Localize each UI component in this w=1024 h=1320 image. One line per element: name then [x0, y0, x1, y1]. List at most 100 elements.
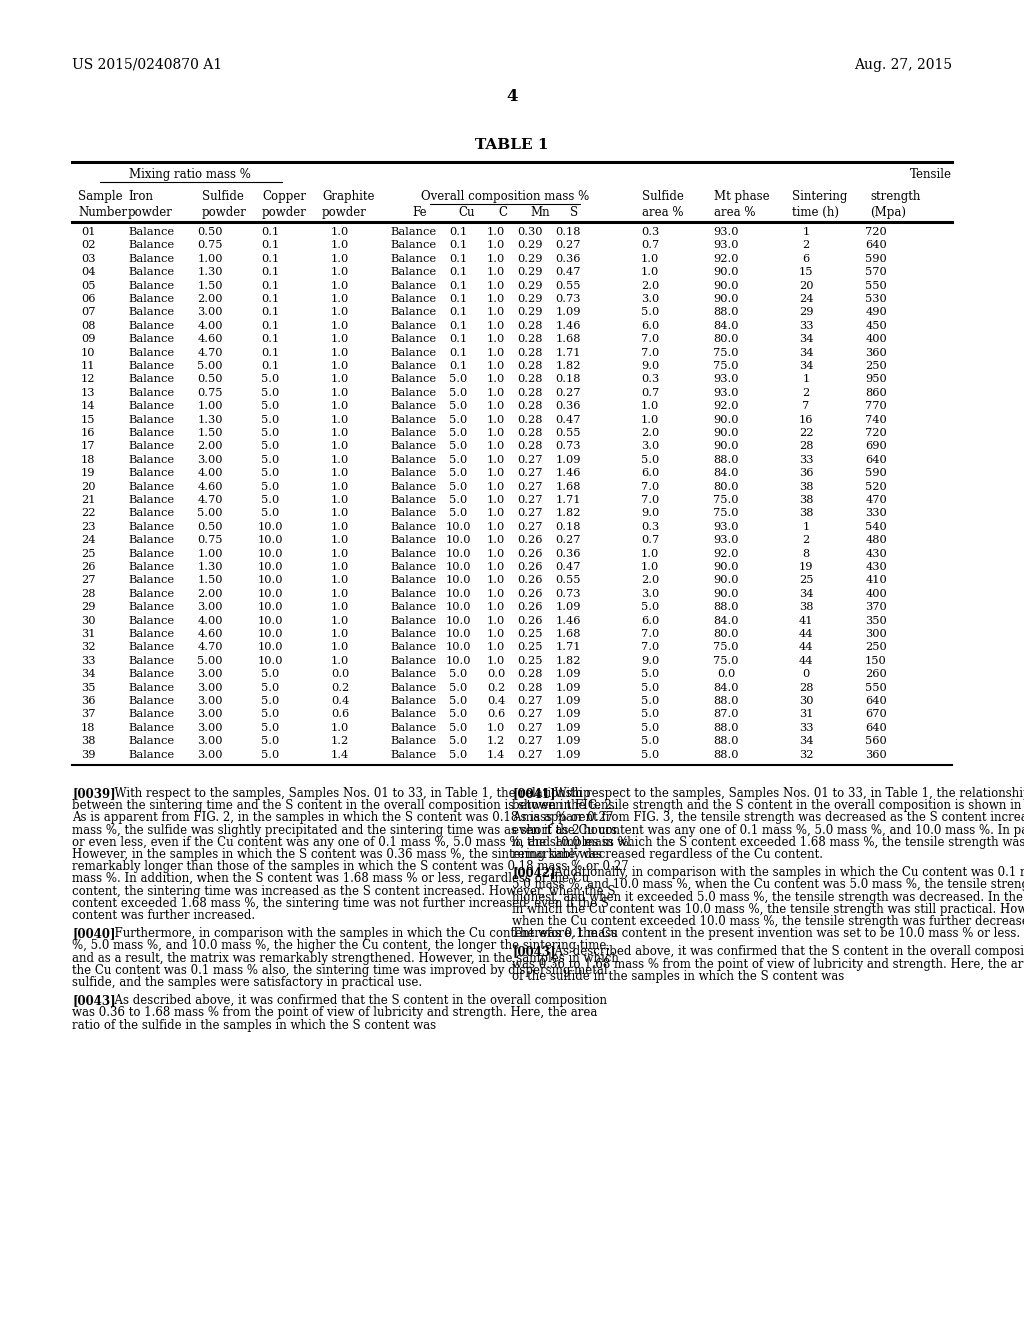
- Text: 0.28: 0.28: [517, 669, 543, 680]
- Text: 1.0: 1.0: [331, 656, 349, 665]
- Text: 28: 28: [799, 682, 813, 693]
- Text: 1.82: 1.82: [555, 656, 581, 665]
- Text: Balance: Balance: [128, 482, 174, 491]
- Text: 0.4: 0.4: [331, 696, 349, 706]
- Text: 0.18: 0.18: [555, 375, 581, 384]
- Text: 16: 16: [799, 414, 813, 425]
- Text: Balance: Balance: [390, 682, 436, 693]
- Text: between the tensile strength and the S content in the overall composition is sho: between the tensile strength and the S c…: [512, 799, 1024, 812]
- Text: 10.0: 10.0: [257, 549, 283, 558]
- Text: Balance: Balance: [390, 321, 436, 331]
- Text: 0.1: 0.1: [261, 227, 280, 238]
- Text: 5.0: 5.0: [261, 696, 280, 706]
- Text: 33: 33: [799, 321, 813, 331]
- Text: 09: 09: [81, 334, 95, 345]
- Text: 1.09: 1.09: [555, 723, 581, 733]
- Text: 0.1: 0.1: [261, 267, 280, 277]
- Text: Balance: Balance: [128, 321, 174, 331]
- Text: 470: 470: [865, 495, 887, 506]
- Text: 0.0: 0.0: [717, 669, 735, 680]
- Text: 0.73: 0.73: [555, 294, 581, 304]
- Text: 4: 4: [506, 88, 518, 106]
- Text: 1: 1: [803, 227, 810, 238]
- Text: 33: 33: [799, 723, 813, 733]
- Text: Balance: Balance: [390, 347, 436, 358]
- Text: 1.0: 1.0: [331, 469, 349, 478]
- Text: S: S: [570, 206, 579, 219]
- Text: 0.1: 0.1: [449, 308, 467, 317]
- Text: 7.0: 7.0: [641, 482, 659, 491]
- Text: 88.0: 88.0: [714, 602, 738, 612]
- Text: Balance: Balance: [390, 750, 436, 759]
- Text: 88.0: 88.0: [714, 455, 738, 465]
- Text: 5.0: 5.0: [261, 709, 280, 719]
- Text: 1.09: 1.09: [555, 696, 581, 706]
- Text: 93.0: 93.0: [714, 388, 738, 397]
- Text: 1.0: 1.0: [486, 656, 505, 665]
- Text: 5.0: 5.0: [641, 696, 659, 706]
- Text: 5.0: 5.0: [449, 414, 467, 425]
- Text: 19: 19: [799, 562, 813, 572]
- Text: 34: 34: [799, 737, 813, 746]
- Text: Balance: Balance: [128, 334, 174, 345]
- Text: 1.0: 1.0: [486, 643, 505, 652]
- Text: 1.0: 1.0: [331, 441, 349, 451]
- Text: 1.0: 1.0: [486, 388, 505, 397]
- Text: Balance: Balance: [390, 737, 436, 746]
- Text: 0.55: 0.55: [555, 576, 581, 585]
- Text: 480: 480: [865, 535, 887, 545]
- Text: 0.27: 0.27: [517, 709, 543, 719]
- Text: Balance: Balance: [128, 508, 174, 519]
- Text: 0.29: 0.29: [517, 308, 543, 317]
- Text: Balance: Balance: [390, 267, 436, 277]
- Text: 1.0: 1.0: [641, 549, 659, 558]
- Text: 33: 33: [799, 455, 813, 465]
- Text: Balance: Balance: [128, 227, 174, 238]
- Text: 88.0: 88.0: [714, 696, 738, 706]
- Text: 1.0: 1.0: [641, 267, 659, 277]
- Text: %, 5.0 mass %, and 10.0 mass %, the higher the Cu content, the longer the sinter: %, 5.0 mass %, and 10.0 mass %, the high…: [72, 940, 610, 953]
- Text: 6: 6: [803, 253, 810, 264]
- Text: 0.27: 0.27: [517, 696, 543, 706]
- Text: Copper: Copper: [262, 190, 306, 203]
- Text: 1.0: 1.0: [331, 589, 349, 599]
- Text: Therefore, the Cu content in the present invention was set to be 10.0 mass % or : Therefore, the Cu content in the present…: [512, 927, 1020, 940]
- Text: 88.0: 88.0: [714, 737, 738, 746]
- Text: 80.0: 80.0: [714, 482, 738, 491]
- Text: Balance: Balance: [390, 441, 436, 451]
- Text: Balance: Balance: [390, 696, 436, 706]
- Text: 29: 29: [799, 308, 813, 317]
- Text: 570: 570: [865, 267, 887, 277]
- Text: 1.0: 1.0: [331, 227, 349, 238]
- Text: even if the Cu content was any one of 0.1 mass %, 5.0 mass %, and 10.0 mass %. I: even if the Cu content was any one of 0.…: [512, 824, 1024, 837]
- Text: Balance: Balance: [390, 562, 436, 572]
- Text: Balance: Balance: [390, 308, 436, 317]
- Text: Balance: Balance: [390, 227, 436, 238]
- Text: 3.00: 3.00: [198, 723, 223, 733]
- Text: Balance: Balance: [390, 656, 436, 665]
- Text: Balance: Balance: [128, 750, 174, 759]
- Text: 540: 540: [865, 521, 887, 532]
- Text: 1.0: 1.0: [331, 401, 349, 412]
- Text: 410: 410: [865, 576, 887, 585]
- Text: Balance: Balance: [390, 469, 436, 478]
- Text: 1.0: 1.0: [486, 347, 505, 358]
- Text: 1.0: 1.0: [331, 347, 349, 358]
- Text: 15: 15: [81, 414, 95, 425]
- Text: Iron: Iron: [128, 190, 153, 203]
- Text: 92.0: 92.0: [714, 549, 738, 558]
- Text: Balance: Balance: [390, 294, 436, 304]
- Text: 5.0 mass %, and 10.0 mass %, when the Cu content was 5.0 mass %, the tensile str: 5.0 mass %, and 10.0 mass %, when the Cu…: [512, 878, 1024, 891]
- Text: Balance: Balance: [390, 334, 436, 345]
- Text: 0.28: 0.28: [517, 428, 543, 438]
- Text: 0.36: 0.36: [555, 549, 581, 558]
- Text: Furthermore, in comparison with the samples in which the Cu content was 0.1 mass: Furthermore, in comparison with the samp…: [106, 927, 616, 940]
- Text: 1.46: 1.46: [555, 321, 581, 331]
- Text: 0.6: 0.6: [331, 709, 349, 719]
- Text: 1.50: 1.50: [198, 576, 223, 585]
- Text: 2: 2: [803, 240, 810, 251]
- Text: Balance: Balance: [390, 455, 436, 465]
- Text: 23: 23: [81, 521, 95, 532]
- Text: 0.18: 0.18: [555, 521, 581, 532]
- Text: powder: powder: [322, 206, 367, 219]
